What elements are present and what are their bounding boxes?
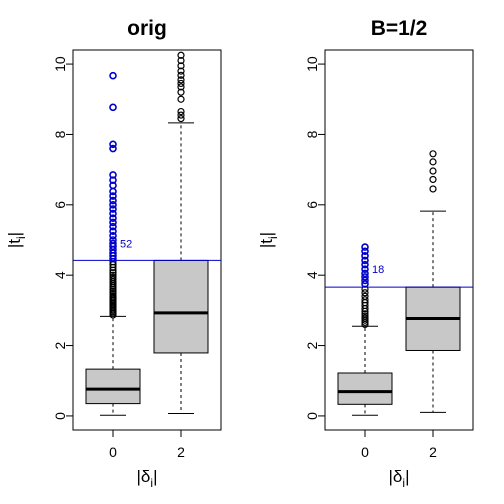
outlier-count-label: 18	[372, 264, 384, 276]
y-axis-label: |ti|	[5, 232, 28, 248]
outlier-point	[178, 96, 184, 102]
outlier-point	[110, 141, 116, 147]
chart-title: B=1/2	[371, 17, 428, 40]
x-tick-label: 2	[177, 444, 185, 460]
y-tick-label: 8	[52, 130, 68, 138]
outlier-count-label: 52	[120, 239, 132, 251]
box	[86, 369, 140, 403]
outlier-point	[110, 104, 116, 110]
x-tick-label: 0	[109, 444, 117, 460]
y-axis-label: |ti|	[257, 232, 280, 248]
panel-orig: orig 0 2 4 6 8 10 0 2 |ti| |δi| 52	[5, 17, 221, 490]
outlier-point	[430, 151, 436, 157]
y-tick-label: 4	[304, 271, 320, 279]
outlier-point	[430, 159, 436, 165]
y-tick-label: 2	[52, 341, 68, 349]
y-axis-label-close: |	[257, 232, 276, 236]
outlier-point	[362, 244, 368, 250]
y-tick-label: 6	[304, 201, 320, 209]
box	[154, 260, 208, 353]
box	[338, 373, 392, 404]
box-group-2	[154, 52, 208, 413]
y-axis-label-main: |t	[5, 239, 24, 248]
y-tick-label: 0	[52, 412, 68, 420]
x-axis-label-close: |	[405, 467, 409, 486]
y-tick-label: 10	[52, 56, 68, 72]
panel-b-half: B=1/2 0 2 4 6 8 10 0 2 |ti| |δi| 18	[257, 17, 473, 490]
x-axis-label: |δi|	[389, 467, 410, 490]
outlier-point	[430, 168, 436, 174]
x-tick-label: 0	[361, 444, 369, 460]
x-axis-label-main: |δ	[137, 467, 151, 486]
x-axis-label-close: |	[153, 467, 157, 486]
y-tick-label: 0	[304, 412, 320, 420]
y-tick-label: 10	[304, 56, 320, 72]
y-tick-label: 6	[52, 201, 68, 209]
y-axis-label-main: |t	[257, 239, 276, 248]
y-tick-label: 2	[304, 341, 320, 349]
x-axis-label-main: |δ	[389, 467, 403, 486]
y-tick-label: 8	[304, 130, 320, 138]
outlier-point	[430, 176, 436, 182]
chart-title: orig	[127, 17, 167, 40]
box-group-2	[406, 151, 460, 413]
x-axis-label: |δi|	[137, 467, 158, 490]
y-axis-label-close: |	[5, 232, 24, 236]
x-tick-label: 2	[429, 444, 437, 460]
outlier-point	[110, 73, 116, 79]
outlier-point	[430, 186, 436, 192]
y-tick-label: 4	[52, 271, 68, 279]
